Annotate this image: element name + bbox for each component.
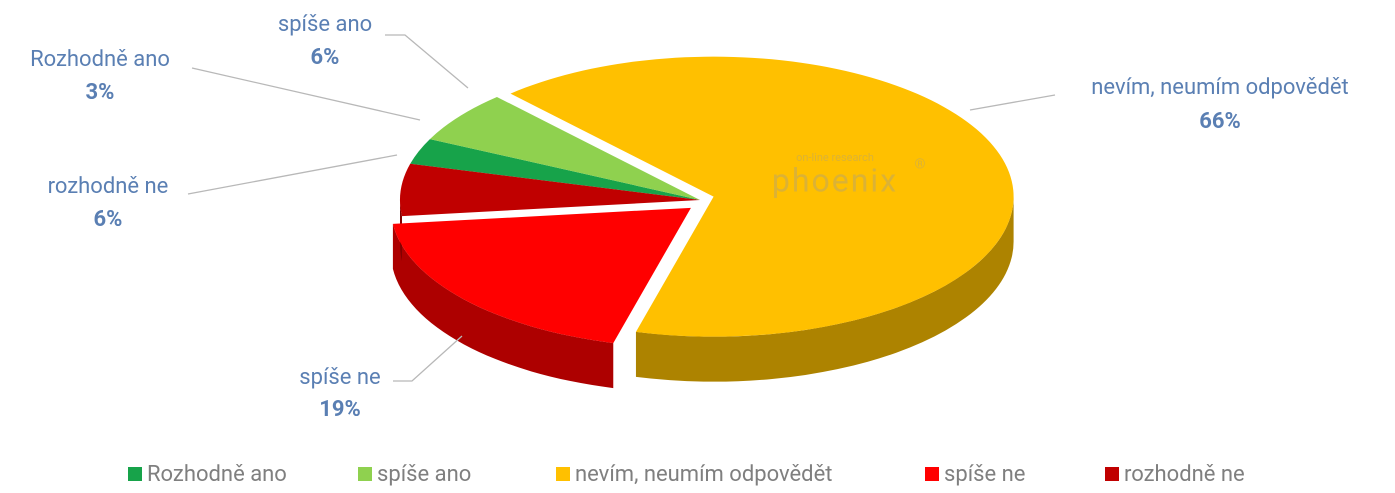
- watermark-text: phoenix: [772, 161, 898, 199]
- legend-label: spíše ano: [377, 462, 471, 487]
- value-label: 6%: [311, 45, 340, 70]
- legend: Rozhodně ano spíše ano nevím, neumím odpov…: [128, 462, 1245, 487]
- watermark-sub: on-line research: [796, 151, 874, 164]
- category-label: spíše ne: [299, 365, 380, 390]
- category-label: Rozhodně ano: [30, 47, 170, 72]
- pie-slice: [510, 56, 1014, 337]
- value-label: 6%: [94, 207, 123, 232]
- category-label: spíše ano: [278, 12, 372, 37]
- leader-line: [969, 94, 1056, 111]
- legend-label: Rozhodně ano: [147, 462, 287, 487]
- leader-line: [393, 335, 463, 382]
- leader-line: [191, 67, 421, 121]
- legend-swatch: [556, 467, 570, 481]
- legend-swatch: [128, 467, 142, 481]
- pie-tops: [392, 56, 1014, 344]
- pie-side: [635, 196, 1014, 382]
- legend-swatch: [925, 467, 939, 481]
- leader-line: [187, 154, 398, 195]
- pie-slice: [400, 163, 700, 217]
- value-label: 19%: [319, 397, 361, 422]
- pie-slice: [392, 207, 691, 344]
- category-label: nevím, neumím odpovědět: [1091, 75, 1348, 100]
- legend-swatch: [358, 467, 372, 481]
- value-label: 3%: [86, 80, 115, 105]
- leader-line: [385, 34, 469, 89]
- watermark-mark: ®: [914, 157, 925, 173]
- legend-label: spíše ne: [944, 462, 1025, 487]
- value-label: 66%: [1199, 109, 1241, 134]
- pie-slice: [410, 139, 700, 200]
- legend-label: nevím, neumím odpovědět: [575, 462, 832, 487]
- labels: Rozhodně ano 3% spíše ano 6% nevím, neumím o…: [30, 12, 1349, 422]
- watermark: on-line research phoenix ®: [772, 151, 926, 200]
- legend-label: rozhodně ne: [1124, 462, 1245, 487]
- legend-swatch: [1105, 467, 1119, 481]
- category-label: rozhodně ne: [48, 174, 169, 199]
- pie-slice: [429, 96, 700, 200]
- pie-side: [392, 223, 614, 389]
